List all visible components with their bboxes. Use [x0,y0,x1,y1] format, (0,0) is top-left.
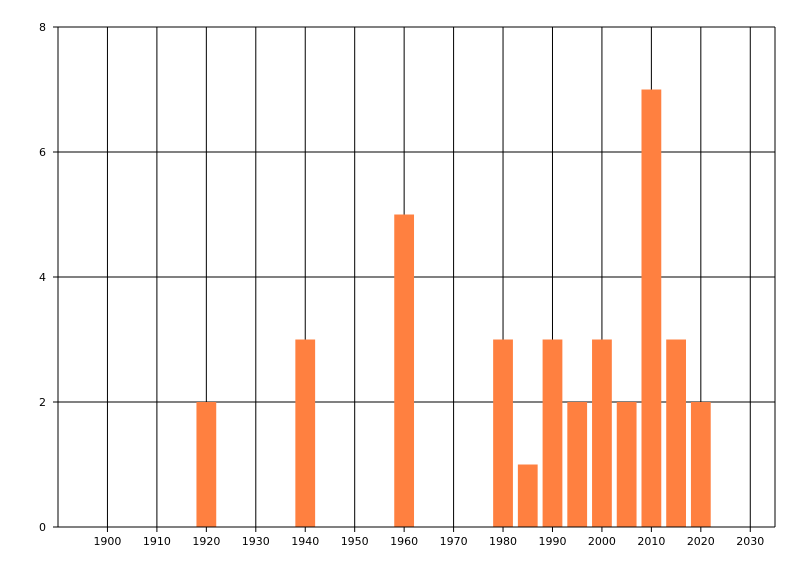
x-tick-label: 2010 [637,535,665,548]
x-tick-label: 1910 [143,535,171,548]
x-tick-label: 1950 [341,535,369,548]
x-tick-label: 1900 [93,535,121,548]
bar [493,339,513,527]
bar [196,402,217,527]
bar [394,214,415,527]
bar [690,402,711,527]
x-tick-label: 1930 [242,535,270,548]
y-tick-label: 2 [39,396,46,409]
bar [517,464,538,527]
x-tick-label: 1940 [291,535,319,548]
x-tick-label: 1970 [440,535,468,548]
y-tick-label: 4 [39,271,46,284]
bar [641,89,662,527]
x-tick-label: 2030 [736,535,764,548]
y-tick-label: 0 [39,521,46,534]
bar [666,339,686,527]
bar [592,339,612,527]
y-tick-label: 8 [39,21,46,34]
x-tick-label: 1990 [538,535,566,548]
bar [295,339,316,527]
x-tick-label: 1920 [192,535,220,548]
y-tick-label: 6 [39,146,46,159]
x-tick-label: 1980 [489,535,517,548]
x-tick-label: 1960 [390,535,418,548]
bar [542,339,563,527]
bar [567,402,588,527]
x-tick-label: 2000 [588,535,616,548]
x-tick-label: 2020 [687,535,715,548]
bar [616,402,637,527]
